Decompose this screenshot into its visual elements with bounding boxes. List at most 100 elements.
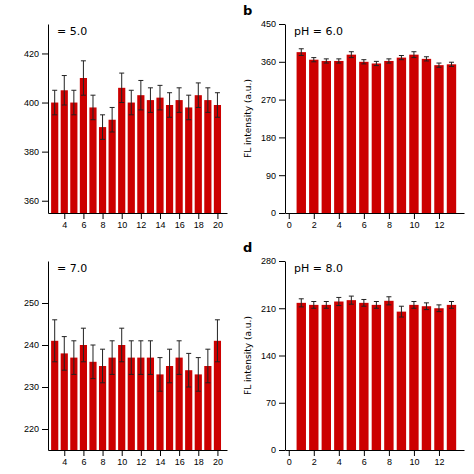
x-tick: 12 [434,450,444,467]
error-bar-cap [157,357,162,358]
error-bar-cap [436,67,441,68]
x-axis: 468101214161820 [49,450,228,467]
y-tick-label: 90 [266,171,276,181]
y-tick-mark [279,403,285,404]
error-bar-stem [326,59,327,63]
error-bar [205,88,210,113]
error-bar-stem [217,93,218,118]
x-tick-mark [83,450,84,456]
error-bar [62,337,67,371]
error-bar-stem [426,303,427,310]
bar [195,95,202,213]
y-tick-mark [42,345,48,346]
bar [89,107,96,213]
x-tick: 8 [387,213,392,230]
x-tick: 14 [155,213,165,230]
error-bar-cap [411,51,416,52]
x-axis-line [49,213,228,214]
error-bar-stem [188,353,189,387]
y-tick-label: 420 [24,49,39,59]
error-bar-cap [205,87,210,88]
bar [51,103,58,213]
error-bar-stem [179,88,180,113]
x-tick-mark [414,450,415,456]
plot-area [297,49,457,213]
y-tick-label: 0 [271,445,276,455]
y-tick-mark [42,387,48,388]
error-bar-cap [71,90,76,91]
x-tick: 16 [175,213,185,230]
error-bar-cap [205,382,210,383]
error-bar [177,88,182,113]
y-tick: 210 [261,304,285,314]
y-tick-mark [279,213,285,214]
x-tick: 8 [387,450,392,467]
x-tick-mark [103,213,104,219]
y-tick-mark [42,103,48,104]
error-bar-cap [81,60,86,61]
error-bar [90,345,95,379]
error-bar-stem [198,83,199,108]
x-tick-mark [339,213,340,219]
x-tick-mark [364,213,365,219]
y-tick-label: 210 [261,304,276,314]
error-bar-cap [129,114,134,115]
error-bar-stem [217,320,218,362]
x-tick-label: 4 [62,220,67,230]
error-bar-cap [196,357,201,358]
y-tick-label: 240 [24,340,39,350]
error-bar-cap [186,353,191,354]
error-bar-cap [424,56,429,57]
error-bar [62,76,67,105]
x-tick-label: 12 [136,220,146,230]
error-bar-cap [52,90,57,91]
error-bar-stem [313,302,314,309]
y-axis-line [48,25,49,214]
plot-area [297,296,457,450]
error-bar-cap [119,328,124,329]
x-tick-mark [122,213,123,219]
bar [384,301,393,450]
error-bar-cap [186,95,191,96]
error-bar-stem [401,306,402,317]
x-tick-label: 12 [434,220,444,230]
y-tick-mark [279,137,285,138]
error-bar-stem [131,341,132,375]
error-bar-stem [338,59,339,63]
error-bar-cap [424,302,429,303]
error-bar [119,328,124,362]
x-tick-label: 10 [117,457,127,467]
error-bar-cap [349,57,354,58]
error-bar-stem [179,341,180,375]
error-bar-stem [388,297,389,305]
error-bar-cap [424,60,429,61]
error-bar-cap [349,51,354,52]
error-bar-stem [313,58,314,62]
error-bar-cap [167,117,172,118]
error-bar-cap [129,90,134,91]
error-bar-cap [336,305,341,306]
error-bar-stem [121,328,122,362]
error-bar-cap [157,85,162,86]
bar [347,300,356,450]
y-tick: 180 [261,133,285,143]
error-bar-cap [311,301,316,302]
bar [359,62,368,213]
bar [297,303,306,450]
error-bar-cap [336,58,341,59]
error-bar-stem [102,115,103,140]
plot-area [51,320,221,450]
bar [447,305,456,450]
y-tick-label: 360 [261,57,276,67]
error-bar-cap [324,63,329,64]
error-bar-stem [64,337,65,371]
error-bar [177,341,182,375]
error-bar [299,49,304,56]
error-bar-cap [52,319,57,320]
error-bar-cap [167,349,172,350]
x-tick-mark [289,213,290,219]
y-axis-title: FL intensity (a.u.) [243,79,253,158]
x-tick-mark [141,450,142,456]
bar [372,63,381,213]
error-bar-cap [399,59,404,60]
